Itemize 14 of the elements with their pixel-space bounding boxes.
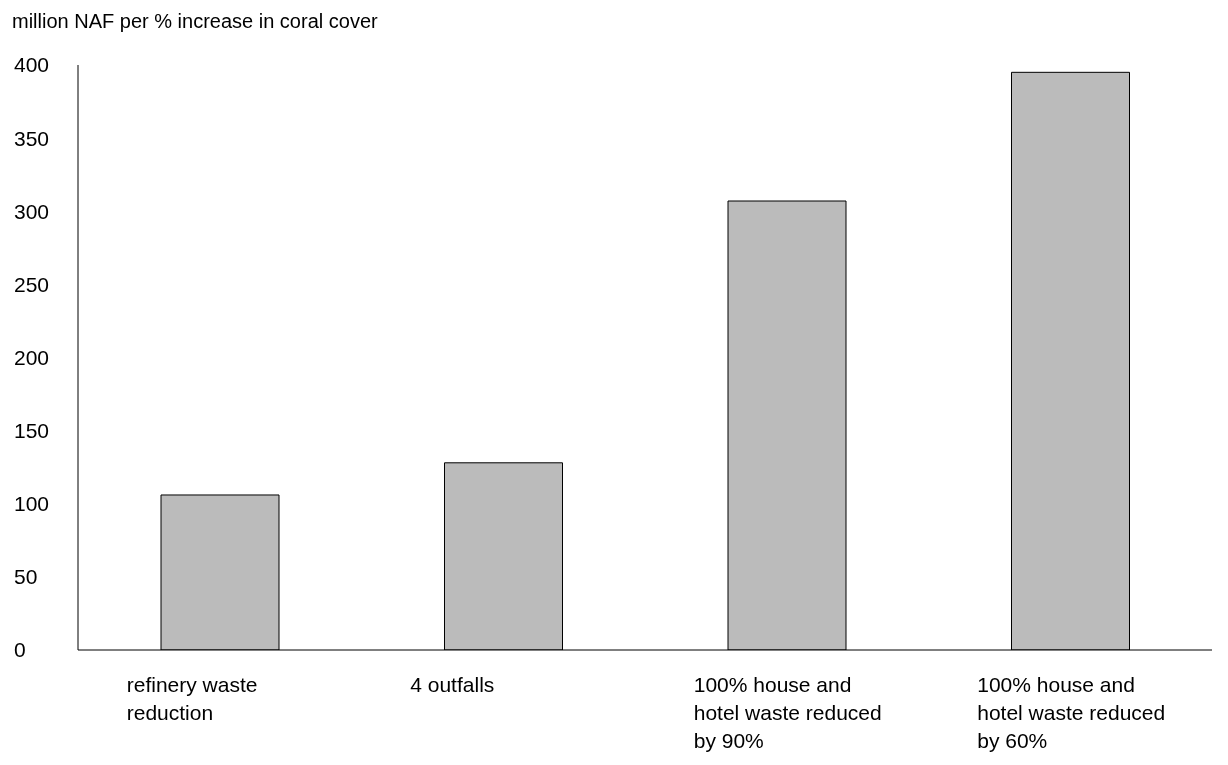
x-tick-label: 100% house and hotel waste reduced by 60% bbox=[977, 673, 1166, 752]
y-tick-label: 0 bbox=[14, 638, 26, 662]
y-tick-label: 100 bbox=[14, 492, 50, 516]
y-tick-label: 150 bbox=[14, 419, 50, 443]
y-tick-label: 250 bbox=[14, 272, 50, 296]
x-tick-label: refinery waste reduction bbox=[126, 673, 258, 724]
y-tick-label: 300 bbox=[14, 199, 50, 223]
x-tick-label: 100% house and hotel waste reduced by 90% bbox=[693, 673, 882, 752]
y-axis-title: million NAF per % increase in coral cover bbox=[12, 10, 378, 33]
y-tick-label: 400 bbox=[14, 53, 50, 77]
y-tick-label: 50 bbox=[14, 565, 38, 589]
x-tick-label: 4 outfalls bbox=[410, 673, 495, 696]
y-tick-label: 200 bbox=[14, 345, 50, 369]
y-tick-label: 350 bbox=[14, 126, 50, 150]
